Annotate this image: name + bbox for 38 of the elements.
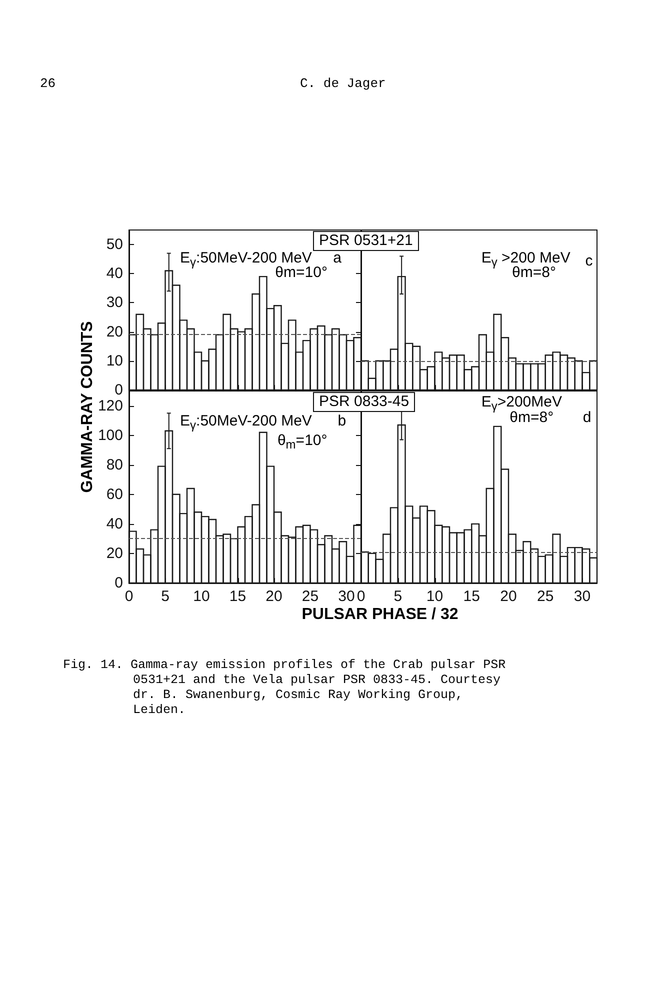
- annotation: b: [338, 412, 346, 430]
- annotation: c: [585, 252, 594, 270]
- x-tick-label: 30: [338, 588, 355, 605]
- x-tick-label: 20: [266, 588, 282, 605]
- y-tick-label: 40: [106, 515, 123, 532]
- y-tick-label: 0: [114, 382, 123, 398]
- y-axis-title: GAMMA-RAY COUNTS: [79, 320, 97, 495]
- x-tick-label: 15: [229, 588, 246, 605]
- text: 26: [40, 76, 56, 91]
- caption: Fig. 14. Gamma-ray emission profiles of the Crab pulsar PSR 0531+21 and the Vela pulsar PSR 0833-45. Courtesy dr. B. Swanenburg, Cosmic Ray Working Group, Leiden.: [63, 658, 507, 718]
- x-axis-title: PULSAR PHASE / 32: [300, 606, 460, 624]
- y-tick-label: 20: [106, 323, 123, 340]
- y-tick-label: 40: [106, 265, 123, 282]
- y-tick-label: 120: [98, 397, 123, 414]
- x-tick-label: 10: [193, 588, 210, 605]
- y-tick-label: 80: [106, 456, 123, 474]
- y-tick-label: 60: [106, 486, 123, 503]
- annotation: a: [333, 249, 342, 266]
- x-tick-label: 10: [426, 588, 444, 605]
- annotation: d: [582, 408, 592, 426]
- y-tick-label: 20: [106, 544, 123, 562]
- text: C. de Jager: [300, 76, 386, 91]
- y-tick-label: 30: [106, 294, 123, 312]
- x-tick-label: 5: [394, 588, 402, 605]
- annotation: θm=8°: [510, 408, 554, 426]
- y-tick-label: 10: [106, 352, 123, 370]
- y-tick-label: 100: [98, 426, 123, 444]
- x-tick-label: 15: [463, 588, 480, 605]
- x-tick-label: 20: [500, 588, 517, 605]
- chart-title: PSR 0531+21: [313, 231, 419, 251]
- x-tick-label: 30: [574, 588, 591, 605]
- x-tick-label: 25: [537, 588, 554, 605]
- x-tick-label: 25: [302, 588, 319, 605]
- y-tick-label: 50: [106, 236, 123, 254]
- x-tick-label: 0: [356, 588, 366, 605]
- y-tick-label: 0: [114, 574, 123, 592]
- x-tick-label: 5: [161, 588, 170, 605]
- chart-title: PSR 0833-45: [313, 392, 416, 412]
